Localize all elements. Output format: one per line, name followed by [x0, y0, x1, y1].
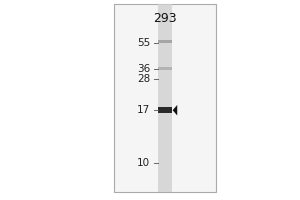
Bar	[114, 4, 216, 192]
Bar	[158, 107, 172, 113]
Text: 36: 36	[137, 64, 150, 74]
Bar	[158, 4, 172, 192]
Text: 28: 28	[137, 74, 150, 84]
Bar	[158, 67, 172, 70]
Text: 10: 10	[137, 158, 150, 168]
Text: 293: 293	[153, 12, 177, 25]
Text: 17: 17	[137, 105, 150, 115]
Bar	[158, 40, 172, 43]
Polygon shape	[173, 105, 177, 115]
Text: 55: 55	[137, 38, 150, 48]
